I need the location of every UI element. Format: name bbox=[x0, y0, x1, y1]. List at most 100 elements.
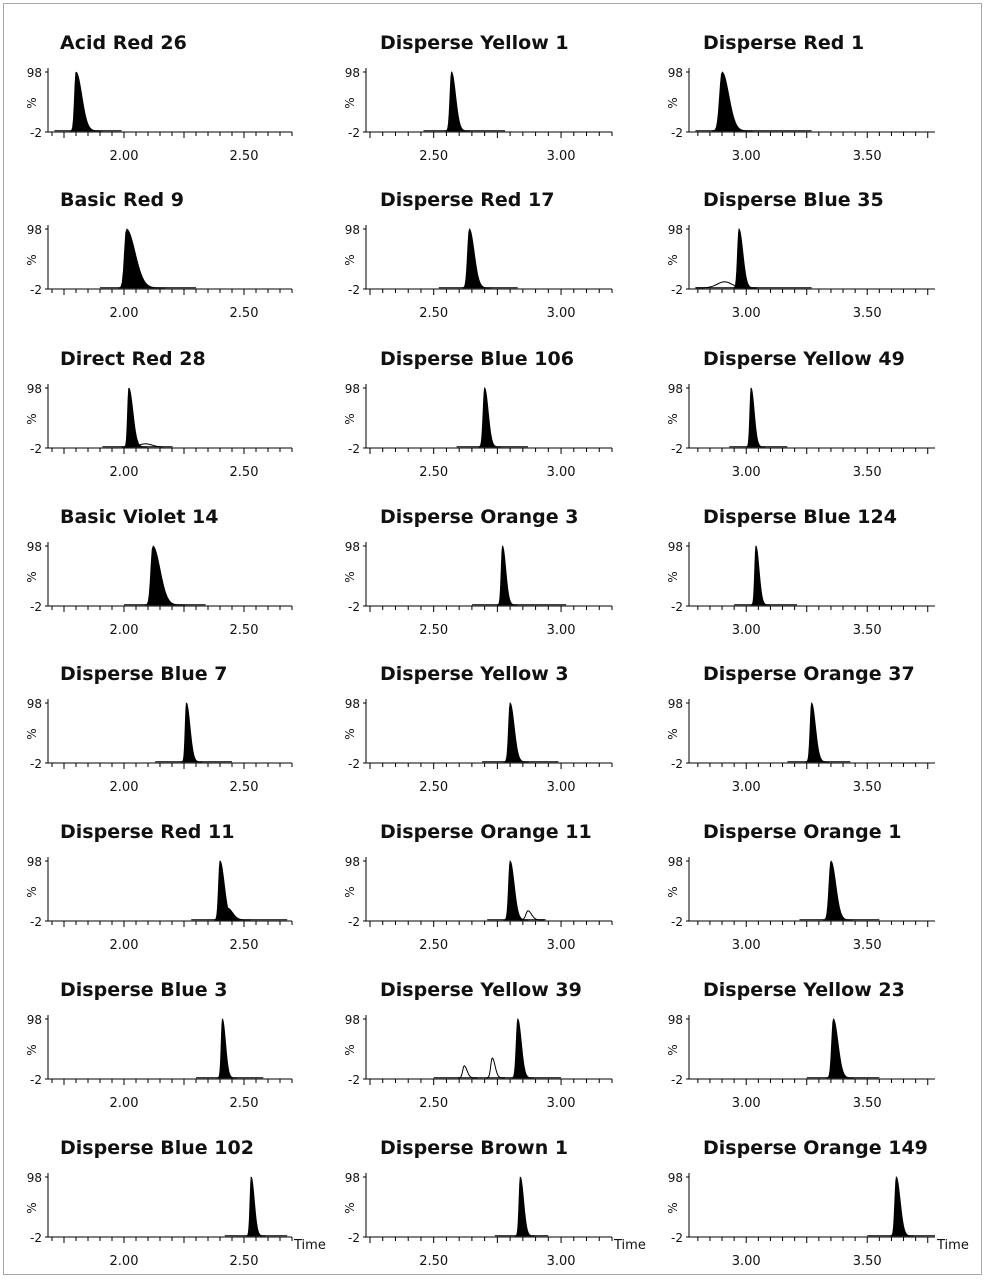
y-tick-label: -2 bbox=[30, 283, 42, 297]
y-axis-unit: % bbox=[343, 97, 357, 108]
chart-title: Disperse Blue 35 bbox=[703, 189, 884, 211]
chart-title: Disperse Blue 7 bbox=[60, 663, 228, 685]
chromatogram-peak bbox=[445, 71, 470, 132]
y-tick-label: 98 bbox=[27, 223, 42, 237]
chart-title: Disperse Red 11 bbox=[60, 821, 234, 843]
y-axis-unit: % bbox=[343, 1202, 357, 1213]
x-axis-unit: Time bbox=[936, 1238, 969, 1253]
y-axis-unit: % bbox=[343, 1044, 357, 1055]
y-axis-unit: % bbox=[25, 1202, 39, 1213]
x-tick-label: 2.00 bbox=[110, 938, 139, 953]
chromatogram-peak bbox=[478, 387, 501, 448]
x-tick-label: 3.00 bbox=[547, 306, 576, 321]
x-tick-label: 3.00 bbox=[732, 780, 761, 795]
x-tick-label: 2.50 bbox=[419, 938, 448, 953]
chart-title: Basic Red 9 bbox=[60, 189, 184, 211]
y-tick-label: 98 bbox=[668, 66, 683, 80]
y-tick-label: -2 bbox=[348, 126, 360, 140]
x-axis-unit: Time bbox=[613, 1238, 646, 1253]
x-axis-unit: Time bbox=[293, 1238, 326, 1253]
y-axis-unit: % bbox=[25, 571, 39, 582]
chart-title: Disperse Orange 149 bbox=[703, 1137, 928, 1159]
x-tick-label: 2.50 bbox=[230, 306, 259, 321]
x-tick-label: 2.50 bbox=[230, 149, 259, 164]
y-tick-label: 98 bbox=[668, 382, 683, 396]
y-tick-label: -2 bbox=[348, 442, 360, 456]
y-axis-unit: % bbox=[343, 886, 357, 897]
chromatogram-peak bbox=[732, 228, 757, 289]
y-tick-label: -2 bbox=[30, 1231, 42, 1245]
x-tick-label: 3.00 bbox=[547, 623, 576, 638]
x-tick-label: 2.50 bbox=[230, 938, 259, 953]
x-tick-label: 2.50 bbox=[419, 1096, 448, 1111]
x-tick-label: 3.50 bbox=[853, 780, 882, 795]
x-tick-label: 2.00 bbox=[110, 149, 139, 164]
x-tick-label: 2.00 bbox=[110, 780, 139, 795]
y-tick-label: -2 bbox=[348, 757, 360, 771]
x-tick-label: 3.50 bbox=[853, 149, 882, 164]
y-axis-unit: % bbox=[666, 254, 680, 265]
chromatogram-peak bbox=[217, 1018, 237, 1079]
x-tick-label: 3.00 bbox=[732, 623, 761, 638]
chromatogram-peak bbox=[246, 1176, 266, 1237]
y-tick-label: 98 bbox=[345, 540, 360, 554]
chromatogram-peak bbox=[118, 228, 166, 289]
y-tick-label: -2 bbox=[348, 1231, 360, 1245]
chart-title: Disperse Red 17 bbox=[380, 189, 554, 211]
y-axis-unit: % bbox=[25, 254, 39, 265]
chromatogram-peak bbox=[496, 545, 518, 606]
chart-title: Disperse Yellow 39 bbox=[380, 979, 582, 1001]
y-tick-label: -2 bbox=[348, 283, 360, 297]
y-tick-label: -2 bbox=[671, 915, 683, 929]
chromatogram-peak bbox=[121, 443, 173, 448]
x-tick-label: 2.00 bbox=[110, 1254, 139, 1269]
figure-frame bbox=[3, 3, 982, 1275]
y-tick-label: -2 bbox=[671, 283, 683, 297]
x-tick-label: 3.50 bbox=[853, 623, 882, 638]
y-tick-label: -2 bbox=[348, 1073, 360, 1087]
y-axis-unit: % bbox=[343, 571, 357, 582]
chromatogram-peak bbox=[826, 1018, 855, 1079]
y-tick-label: 98 bbox=[27, 66, 42, 80]
y-tick-label: 98 bbox=[27, 1171, 42, 1185]
y-tick-label: -2 bbox=[30, 126, 42, 140]
y-tick-label: -2 bbox=[671, 126, 683, 140]
chromatogram-peak bbox=[215, 907, 251, 921]
y-tick-label: 98 bbox=[345, 1013, 360, 1027]
chart-title: Disperse Blue 102 bbox=[60, 1137, 254, 1159]
chart-title: Disperse Yellow 3 bbox=[380, 663, 569, 685]
y-tick-label: -2 bbox=[30, 442, 42, 456]
x-tick-label: 3.50 bbox=[853, 1096, 882, 1111]
chromatogram-peak bbox=[69, 71, 102, 132]
y-axis-unit: % bbox=[666, 1202, 680, 1213]
y-tick-label: 98 bbox=[668, 223, 683, 237]
x-tick-label: 2.50 bbox=[419, 1254, 448, 1269]
chromatogram-peak bbox=[485, 1057, 505, 1079]
x-tick-label: 3.50 bbox=[853, 1254, 882, 1269]
x-tick-label: 3.00 bbox=[547, 149, 576, 164]
y-axis-unit: % bbox=[666, 728, 680, 739]
x-tick-label: 3.00 bbox=[732, 938, 761, 953]
x-tick-label: 3.00 bbox=[547, 938, 576, 953]
x-tick-label: 3.00 bbox=[732, 306, 761, 321]
x-tick-label: 3.00 bbox=[732, 1096, 761, 1111]
chart-title: Disperse Blue 3 bbox=[60, 979, 228, 1001]
y-tick-label: 98 bbox=[668, 855, 683, 869]
x-tick-label: 2.50 bbox=[419, 149, 448, 164]
y-tick-label: 98 bbox=[345, 697, 360, 711]
chromatogram-peak bbox=[503, 860, 529, 921]
chromatogram-peak bbox=[123, 387, 148, 448]
y-axis-unit: % bbox=[666, 97, 680, 108]
y-tick-label: -2 bbox=[671, 442, 683, 456]
y-axis-unit: % bbox=[25, 413, 39, 424]
chart-title: Direct Red 28 bbox=[60, 348, 206, 370]
x-tick-label: 2.00 bbox=[110, 1096, 139, 1111]
y-tick-label: -2 bbox=[348, 600, 360, 614]
y-axis-unit: % bbox=[666, 886, 680, 897]
chromatogram-peak bbox=[181, 702, 203, 763]
chart-title: Disperse Orange 11 bbox=[380, 821, 592, 843]
chromatogram-peak bbox=[695, 281, 758, 289]
y-tick-label: 98 bbox=[668, 1013, 683, 1027]
y-tick-label: 98 bbox=[27, 382, 42, 396]
y-tick-label: 98 bbox=[345, 223, 360, 237]
